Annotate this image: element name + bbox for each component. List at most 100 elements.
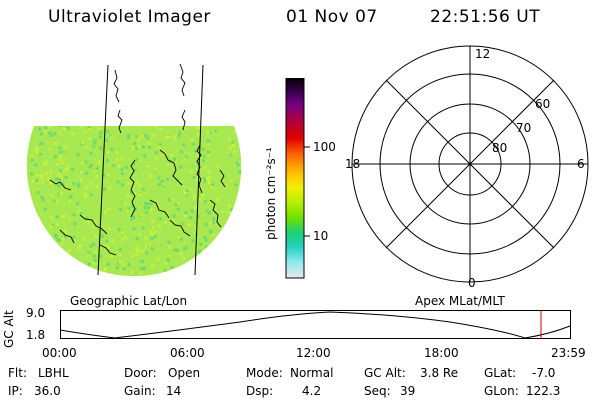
- image-pixel: [34, 151, 37, 155]
- image-pixel: [206, 150, 210, 154]
- image-pixel: [207, 153, 211, 157]
- image-pixel: [194, 226, 198, 230]
- image-pixel: [249, 258, 252, 261]
- image-pixel: [150, 141, 154, 145]
- image-pixel: [244, 150, 247, 153]
- image-pixel: [46, 123, 49, 126]
- image-pixel: [158, 183, 162, 187]
- image-pixel: [55, 252, 59, 256]
- image-pixel: [235, 258, 239, 262]
- image-pixel: [51, 276, 54, 277]
- image-pixel: [82, 237, 86, 241]
- image-pixel: [133, 192, 137, 196]
- image-pixel: [42, 264, 46, 268]
- image-pixel: [180, 235, 183, 239]
- image-pixel: [58, 158, 62, 161]
- image-pixel: [99, 224, 103, 228]
- image-pixel: [245, 181, 248, 184]
- image-pixel: [125, 209, 129, 213]
- image-pixel: [93, 126, 97, 128]
- image-pixel: [48, 155, 52, 159]
- image-pixel: [200, 153, 204, 157]
- image-pixel: [56, 162, 60, 166]
- image-pixel: [190, 138, 194, 142]
- image-pixel: [164, 282, 167, 285]
- image-pixel: [54, 235, 58, 239]
- image-pixel: [229, 217, 233, 221]
- image-pixel: [110, 254, 114, 258]
- image-pixel: [33, 248, 37, 252]
- colorbar: 100 10: [285, 78, 336, 279]
- image-pixel: [171, 197, 175, 201]
- image-pixel: [248, 227, 251, 230]
- image-pixel: [182, 126, 186, 130]
- image-pixel: [227, 164, 231, 168]
- image-pixel: [88, 126, 92, 127]
- colorbar-gradient: [285, 78, 305, 279]
- image-pixel: [146, 164, 150, 168]
- image-pixel: [157, 145, 161, 149]
- image-pixel: [197, 186, 201, 190]
- status-filter-key: Flt:: [8, 366, 27, 380]
- image-pixel: [214, 256, 218, 260]
- image-pixel: [208, 195, 211, 199]
- image-pixel: [167, 198, 171, 202]
- image-pixel: [243, 270, 246, 273]
- image-pixel: [150, 236, 154, 240]
- image-pixel: [91, 261, 95, 265]
- image-pixel: [67, 126, 71, 130]
- image-pixel: [64, 235, 67, 239]
- image-pixel: [72, 182, 76, 185]
- image-pixel: [205, 268, 209, 272]
- image-pixel: [205, 209, 209, 213]
- image-pixel: [84, 145, 88, 149]
- image-pixel: [63, 123, 66, 126]
- image-pixel: [107, 262, 110, 266]
- image-pixel: [172, 136, 176, 140]
- image-pixel: [140, 220, 144, 224]
- image-pixel: [111, 239, 115, 243]
- image-pixel: [52, 269, 56, 273]
- image-pixel: [139, 223, 143, 227]
- image-pixel: [92, 122, 95, 125]
- image-pixel: [139, 271, 143, 275]
- image-pixel: [132, 227, 136, 231]
- image-pixel: [89, 152, 93, 156]
- image-pixel: [122, 267, 126, 271]
- image-pixel: [146, 172, 150, 176]
- image-pixel: [243, 259, 246, 262]
- image-pixel: [210, 244, 214, 248]
- status-dsp-key: Dsp:: [246, 384, 274, 398]
- image-pixel: [143, 266, 146, 270]
- image-pixel: [159, 245, 163, 249]
- image-pixel: [146, 271, 150, 275]
- image-pixel: [209, 153, 213, 156]
- image-pixel: [35, 146, 39, 150]
- image-pixel: [63, 153, 67, 157]
- image-pixel: [202, 166, 206, 170]
- image-pixel: [146, 280, 149, 283]
- image-pixel: [91, 190, 95, 194]
- image-pixel: [47, 262, 51, 266]
- image-pixel: [147, 243, 151, 247]
- image-pixel: [149, 202, 153, 206]
- image-pixel: [178, 179, 182, 183]
- image-pixel: [130, 254, 134, 258]
- image-pixel: [174, 204, 178, 208]
- image-pixel: [94, 234, 98, 238]
- image-pixel: [142, 282, 145, 285]
- image-pixel: [80, 178, 84, 182]
- image-pixel: [148, 219, 152, 223]
- image-pixel: [177, 275, 181, 277]
- image-pixel: [162, 187, 166, 191]
- image-pixel: [99, 131, 103, 135]
- image-pixel: [61, 222, 65, 226]
- status-glon-key: GLon:: [484, 384, 519, 398]
- image-pixel: [211, 183, 215, 187]
- image-pixel: [39, 174, 43, 177]
- image-pixel: [49, 205, 53, 209]
- image-pixel: [198, 178, 201, 182]
- image-pixel: [135, 158, 139, 162]
- image-pixel: [208, 199, 212, 203]
- image-pixel: [217, 244, 221, 247]
